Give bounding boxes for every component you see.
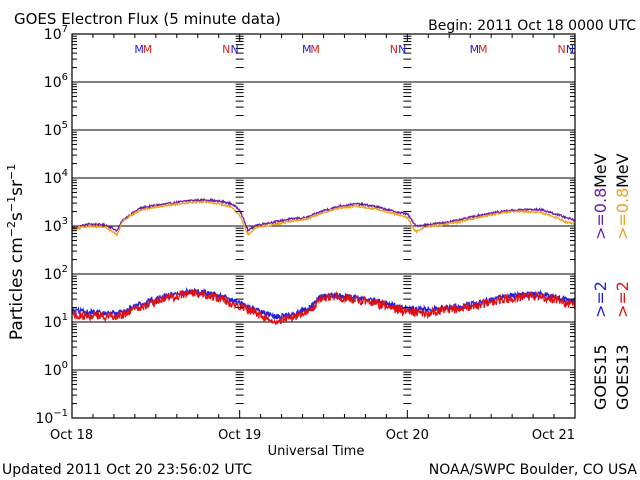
marker-m: M: [143, 43, 153, 56]
legend-goes13-unit: MeV: [613, 153, 632, 188]
chart-title: GOES Electron Flux (5 minute data): [14, 10, 281, 28]
svg-text:MeV: MeV: [591, 153, 610, 188]
tick-layer: [71, 34, 576, 418]
svg-text:GOES13: GOES13: [613, 344, 632, 410]
y-tick-label-1e1: 101: [44, 312, 68, 331]
series-layer: [71, 197, 576, 326]
x-tick-label: Oct 19: [218, 428, 261, 443]
begin-time-label: Begin: 2011 Oct 18 0000 UTC: [428, 18, 636, 34]
legend-goes15-satellite: GOES15: [591, 344, 610, 410]
marker-n: N: [566, 43, 574, 56]
y-tick-label-1e4: 104: [44, 168, 68, 187]
marker-n: N: [231, 43, 239, 56]
y-tick-label-1e7: 107: [44, 24, 68, 43]
svg-text:>=2: >=2: [591, 281, 610, 318]
svg-text:GOES15: GOES15: [591, 344, 610, 410]
marker-m: M: [134, 43, 144, 56]
updated-timestamp: Updated 2011 Oct 20 23:56:02 UTC: [2, 462, 252, 478]
marker-layer: MM N N MM N N MM N N: [134, 43, 574, 56]
series-goes13-0-8-mev: [71, 200, 576, 238]
legend-goes13-satellite: GOES13: [613, 344, 632, 410]
svg-text:>=0.8: >=0.8: [591, 188, 610, 240]
marker-n: N: [398, 43, 406, 56]
x-tick-label: Oct 20: [386, 428, 429, 443]
x-axis-title: Universal Time: [268, 444, 365, 459]
marker-n: N: [222, 43, 230, 56]
svg-text:>=0.8: >=0.8: [613, 188, 632, 240]
y-tick-label-1e3: 103: [44, 216, 68, 235]
legend-goes15: GOES15 >=2 >=0.8 MeV: [591, 153, 610, 410]
marker-m: M: [302, 43, 312, 56]
y-axis-title: Particles cm−2s−1sr−1: [5, 164, 27, 340]
x-tick-label: Oct 21: [532, 428, 575, 443]
legend-goes13: GOES13 >=2 >=0.8 MeV: [613, 153, 632, 410]
svg-text:MeV: MeV: [613, 153, 632, 188]
y-tick-label-1e6: 106: [44, 72, 68, 91]
marker-n: N: [390, 43, 398, 56]
y-tick-label-1e2: 102: [44, 264, 68, 283]
x-tick-label: Oct 18: [50, 428, 93, 443]
y-tick-label-1e-1: 10−1: [35, 408, 68, 427]
panel-grid: [72, 81, 575, 371]
source-credit: NOAA/SWPC Boulder, CO USA: [429, 462, 638, 478]
marker-m: M: [478, 43, 488, 56]
marker-n: N: [557, 43, 565, 56]
marker-m: M: [310, 43, 320, 56]
series-goes13-2-mev: [71, 289, 576, 326]
y-tick-label-1e5: 105: [44, 120, 68, 139]
y-tick-label-1e0: 100: [44, 360, 68, 379]
legend-goes15-low: >=0.8: [591, 188, 610, 240]
marker-m: M: [470, 43, 480, 56]
svg-text:>=2: >=2: [613, 281, 632, 318]
legend-goes15-unit: MeV: [591, 153, 610, 188]
legend-goes13-high: >=2: [613, 281, 632, 318]
legend-goes15-high: >=2: [591, 281, 610, 318]
legend-goes13-low: >=0.8: [613, 188, 632, 240]
